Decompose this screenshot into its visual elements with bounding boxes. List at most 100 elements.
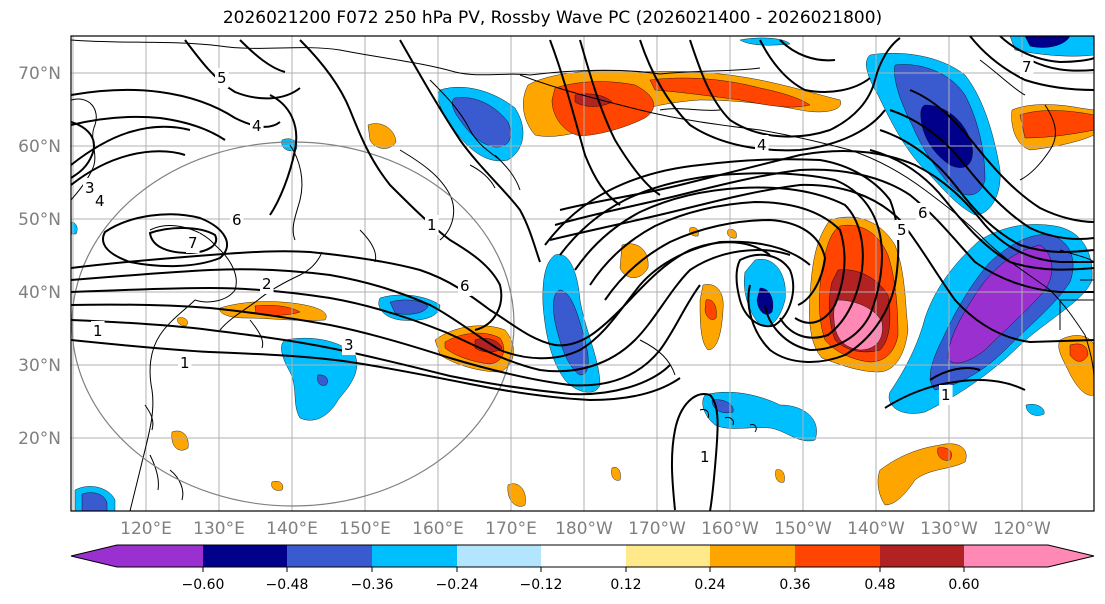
contour-label-halo [916, 203, 930, 223]
latitude-labels: 70°N 60°N 50°N 40°N 30°N 20°N [18, 64, 61, 449]
lon-label: 130°W [920, 519, 978, 539]
lon-label: 120°E [120, 519, 172, 539]
colorbar-bin [964, 545, 1048, 567]
neg-anomaly-small-4 [739, 37, 791, 46]
neg-anomaly-south-japan-core [317, 374, 328, 386]
neg-anomaly-central-pacific-core [553, 289, 589, 376]
lon-label: 150°E [339, 519, 391, 539]
lat-label: 20°N [18, 429, 61, 449]
pos-anomaly-small-a [171, 430, 189, 451]
colorbar-extend-low [71, 545, 117, 567]
pos-anomaly-small-f [177, 317, 188, 327]
contour-label-halo [342, 335, 356, 355]
neg-anomaly-mid-pacific-core [756, 287, 773, 315]
lon-label: 170°E [485, 519, 537, 539]
contour-label-halo [755, 135, 769, 155]
neg-anomaly-small-3 [1025, 404, 1045, 416]
contour-label-halo [186, 233, 200, 253]
colorbar-label: −0.12 [520, 577, 563, 593]
pos-anomaly-baja-core [1069, 343, 1089, 362]
contour-label-halo [458, 276, 472, 296]
contour-label: 3 [344, 336, 354, 354]
colorbar-bin [287, 545, 372, 567]
contour-label-halo [230, 210, 244, 230]
colorbar: −0.60 −0.48 −0.36 −0.24 −0.12 0.12 0.24 … [70, 544, 1095, 593]
neg-anomaly-southwest-core [81, 492, 108, 511]
lon-label: 180°W [555, 519, 613, 539]
lon-label: 130°E [193, 519, 245, 539]
colorbar-label: 0.48 [864, 577, 895, 593]
contour-label: 4 [757, 136, 767, 154]
colorbar-bin [117, 545, 203, 567]
lon-label: 160°W [701, 519, 759, 539]
colorbar-label: −0.24 [436, 577, 479, 593]
colorbar-bin [710, 545, 795, 567]
longitude-labels: 120°E 130°E 140°E 150°E 160°E 170°E 180°… [120, 519, 1051, 539]
colorbar-label: 0.60 [948, 577, 979, 593]
contour-label: 4 [252, 117, 262, 135]
pos-anomaly-small-b [507, 483, 526, 507]
contour-label-halo [93, 191, 107, 211]
pos-anomaly-160W-core [704, 299, 717, 320]
map-frame [70, 35, 1095, 512]
contour-label-halo [1020, 57, 1034, 77]
lon-label: 170°W [628, 519, 686, 539]
contour-label: 1 [941, 386, 951, 404]
lat-label: 40°N [18, 283, 61, 303]
pos-anomaly-okhotsk [367, 123, 397, 149]
pv-contour-labels: 5 4 3 4 6 7 2 1 1 3 6 4 5 6 1 7 1 1 [83, 57, 1034, 467]
contour-label: 7 [1022, 58, 1032, 76]
map-title: 2026021200 F072 250 hPa PV, Rossby Wave … [222, 8, 883, 28]
map-panel: 5 4 3 4 6 7 2 1 1 3 6 4 5 6 1 7 1 1 [71, 36, 1094, 511]
contour-label: 5 [217, 69, 227, 87]
lon-label: 160°E [412, 519, 464, 539]
contour-label-halo [260, 274, 274, 294]
lat-label: 50°N [18, 210, 61, 230]
contour-label: 4 [95, 192, 105, 210]
contour-label-halo [698, 447, 712, 467]
colorbar-label: 0.24 [694, 577, 725, 593]
contour-label-halo [939, 385, 953, 405]
colorbar-label: 0.36 [779, 577, 810, 593]
contour-label-halo [91, 321, 105, 341]
colorbar-bin [795, 545, 880, 567]
contour-label: 1 [427, 216, 437, 234]
neg-anomaly-east-japan-core [389, 299, 429, 315]
pos-anomaly-hawaii-east-core [937, 447, 952, 461]
contour-label: 6 [460, 277, 470, 295]
neg-anomaly-kamchatka-core [452, 97, 511, 148]
colorbar-bin [203, 545, 287, 567]
lat-label: 60°N [18, 137, 61, 157]
pos-anomaly-small-d [775, 469, 785, 483]
contour-label-halo [215, 68, 229, 88]
contour-label: 3 [85, 179, 95, 197]
lat-label: 70°N [18, 64, 61, 84]
colorbar-label: −0.48 [266, 577, 309, 593]
lon-label: 140°E [266, 519, 318, 539]
pos-anomaly-small-c [611, 467, 621, 481]
lon-label: 150°W [774, 519, 832, 539]
colorbar-bin [372, 545, 457, 567]
contour-label-halo [178, 353, 192, 373]
coastlines [71, 39, 1094, 511]
contour-label-halo [425, 215, 439, 235]
colorbar-outline [70, 544, 1095, 568]
neg-anomaly-hawaii [702, 392, 817, 442]
lon-label: 120°W [993, 519, 1051, 539]
pos-anomaly-hudson-core [1019, 110, 1094, 139]
contour-label: 6 [918, 204, 928, 222]
contour-label: 7 [188, 234, 198, 252]
neg-anomaly-alaska-core [920, 104, 973, 168]
contour-label: 5 [897, 221, 907, 239]
colorbar-label: −0.60 [182, 577, 225, 593]
colorbar-bin [626, 545, 710, 567]
lat-label: 30°N [18, 356, 61, 376]
lon-label: 140°W [847, 519, 905, 539]
reference-circle [71, 141, 515, 507]
contour-label-halo [250, 116, 264, 136]
contour-label-halo [895, 220, 909, 240]
colorbar-label: −0.36 [351, 577, 394, 593]
colorbar-bin [457, 545, 541, 567]
contour-label: 1 [700, 448, 710, 466]
